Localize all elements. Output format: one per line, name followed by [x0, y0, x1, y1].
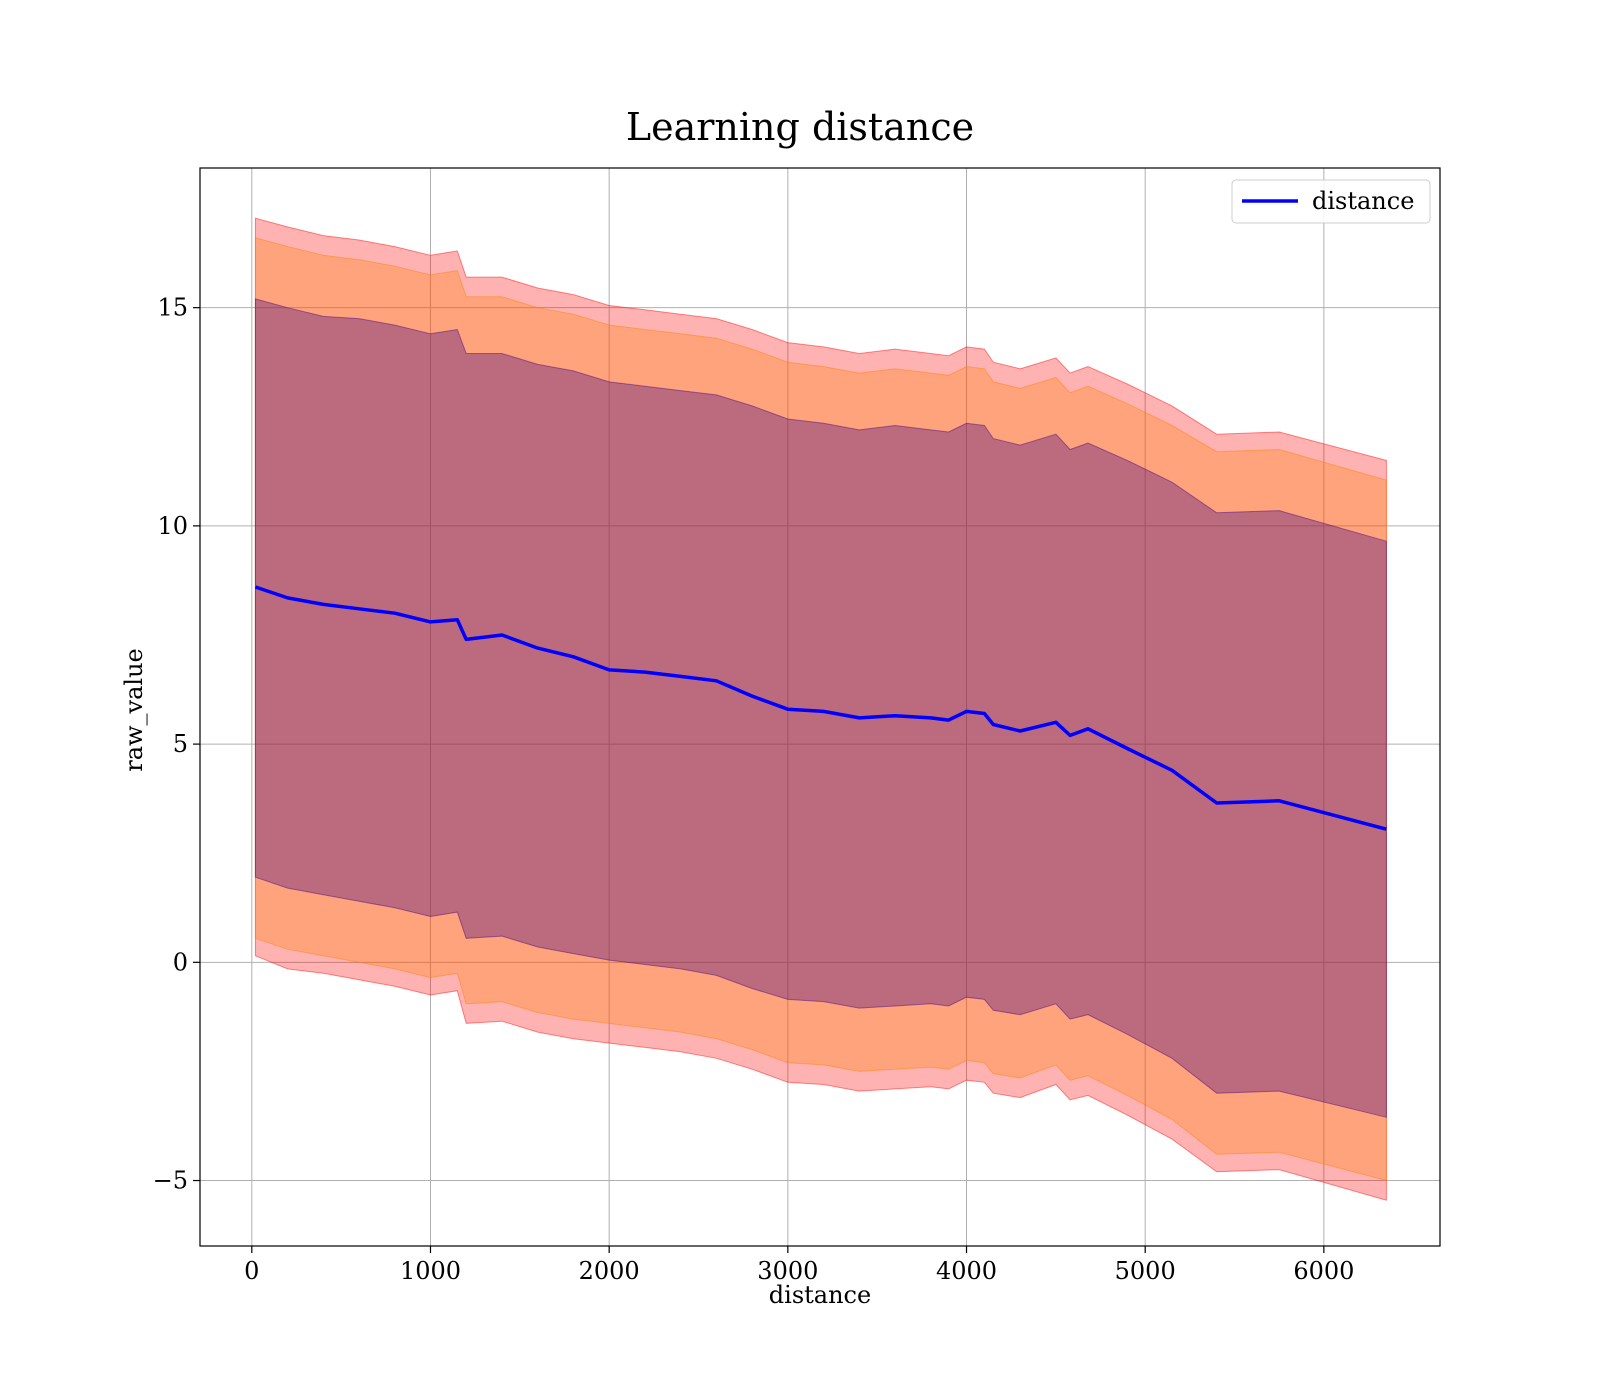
- grid: [200, 168, 1440, 1246]
- x-axis-label: distance: [769, 1281, 871, 1309]
- x-tick-label: 4000: [936, 1257, 997, 1285]
- y-axis-label: raw_value: [120, 648, 148, 772]
- x-tick-label: 2000: [579, 1257, 640, 1285]
- y-axis-ticks: −5 0 5 10 15: [153, 294, 200, 1195]
- band-1: [254, 217, 1387, 1201]
- x-tick-label: 6000: [1293, 1257, 1354, 1285]
- x-axis-ticks: 0 1000 2000 3000 4000 5000 6000: [244, 1246, 1354, 1285]
- x-tick-label: 1000: [400, 1257, 461, 1285]
- x-tick-label: 3000: [757, 1257, 818, 1285]
- band-3: [254, 298, 1387, 1118]
- series-lines: [254, 585, 1387, 831]
- y-tick-label: 5: [173, 730, 188, 758]
- x-tick-label: 5000: [1115, 1257, 1176, 1285]
- x-tick-label: 0: [244, 1257, 259, 1285]
- confidence-bands: [254, 217, 1387, 1201]
- y-tick-label: 15: [157, 294, 188, 322]
- plot-frame: [199, 167, 1441, 1247]
- legend-label-distance: distance: [1312, 187, 1414, 215]
- legend: distance: [1231, 179, 1431, 224]
- chart-title: Learning distance: [626, 105, 974, 149]
- y-tick-label: −5: [153, 1167, 188, 1195]
- y-tick-label: 0: [173, 948, 188, 976]
- series-line-distance: [254, 585, 1387, 831]
- y-tick-label: 10: [157, 512, 188, 540]
- legend-box: [1231, 179, 1431, 224]
- band-2: [254, 237, 1387, 1182]
